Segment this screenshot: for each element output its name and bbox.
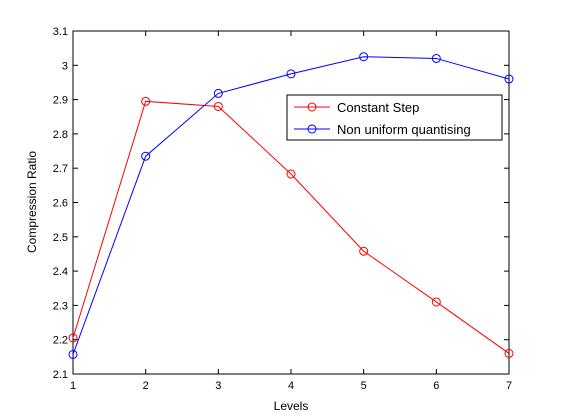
data-point-non-uniform-quantising — [213, 88, 223, 98]
y-tick-label: 3.1 — [53, 26, 68, 38]
legend-label-non-uniform-quantising: Non uniform quantising — [337, 122, 471, 137]
y-tick-label: 2.7 — [53, 163, 68, 175]
data-point-non-uniform-quantising — [431, 53, 441, 63]
data-point-constant-step — [504, 348, 514, 358]
axis-ticks: 1 2 3 4 5 6 7 2.1 2.2 2.3 2.4 2.5 2.6 2.7 2.8 2.9 3 3.1 — [53, 26, 512, 392]
x-tick-label: 4 — [288, 380, 294, 392]
data-point-constant-step — [68, 333, 78, 343]
x-tick-label: 5 — [361, 380, 367, 392]
legend-marker-non-uniform-quantising — [307, 124, 317, 134]
plot-area — [72, 30, 510, 375]
y-tick-label: 2.1 — [53, 369, 68, 381]
series-line-non-uniform-quantising — [72, 56, 510, 355]
y-axis-label: Compression Ratio — [25, 151, 39, 253]
series-line-constant-step — [72, 100, 510, 354]
y-tick-label: 2.6 — [53, 198, 68, 210]
y-tick-label: 2.2 — [53, 335, 68, 347]
x-tick-label: 6 — [433, 380, 439, 392]
y-tick-label: 2.8 — [53, 129, 68, 141]
y-tick-label: 2.9 — [53, 95, 68, 107]
series-layer — [68, 52, 514, 359]
y-tick-label: 2.3 — [53, 300, 68, 312]
data-point-constant-step — [286, 169, 296, 179]
y-tick-label: 2.4 — [53, 266, 68, 278]
legend-marker-constant-step — [307, 102, 317, 112]
legend: Constant Step Non uniform quantising — [286, 94, 503, 141]
data-point-non-uniform-quantising — [359, 52, 369, 62]
data-point-constant-step — [359, 246, 369, 256]
data-point-non-uniform-quantising — [286, 69, 296, 79]
data-point-non-uniform-quantising — [504, 74, 514, 84]
data-point-constant-step — [141, 96, 151, 106]
y-tick-label: 2.5 — [53, 232, 68, 244]
x-tick-label: 2 — [143, 380, 149, 392]
data-point-constant-step — [213, 101, 223, 111]
legend-box — [286, 94, 503, 141]
y-tick-label: 3 — [62, 60, 68, 72]
x-axis-label: Levels — [274, 399, 309, 413]
x-tick-label: 3 — [215, 380, 221, 392]
data-point-non-uniform-quantising — [141, 151, 151, 161]
x-tick-label: 7 — [506, 380, 512, 392]
legend-label-constant-step: Constant Step — [337, 100, 419, 115]
data-point-non-uniform-quantising — [68, 349, 78, 359]
data-point-constant-step — [431, 297, 441, 307]
x-tick-label: 1 — [70, 380, 76, 392]
